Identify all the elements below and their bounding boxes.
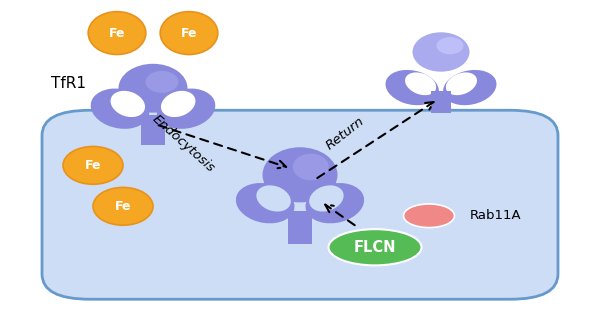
Ellipse shape — [437, 37, 464, 54]
FancyBboxPatch shape — [42, 110, 558, 299]
Ellipse shape — [309, 185, 344, 212]
Ellipse shape — [404, 204, 455, 227]
Text: Fe: Fe — [115, 200, 131, 213]
Bar — [431, 91, 451, 113]
Ellipse shape — [91, 89, 149, 129]
Text: FLCN: FLCN — [354, 240, 396, 255]
Ellipse shape — [119, 64, 187, 112]
Ellipse shape — [413, 32, 470, 72]
Ellipse shape — [146, 71, 179, 93]
Text: Fe: Fe — [181, 26, 197, 40]
Ellipse shape — [293, 154, 329, 180]
Text: Rab11A: Rab11A — [470, 209, 521, 222]
Ellipse shape — [93, 187, 153, 225]
Ellipse shape — [329, 229, 421, 265]
Ellipse shape — [88, 12, 146, 54]
Bar — [288, 211, 312, 244]
Ellipse shape — [443, 70, 497, 105]
Text: Endocytosis: Endocytosis — [149, 112, 217, 175]
Ellipse shape — [256, 185, 291, 212]
Ellipse shape — [236, 183, 295, 223]
Text: Fe: Fe — [109, 26, 125, 40]
Text: Fe: Fe — [85, 159, 101, 172]
Ellipse shape — [385, 70, 439, 105]
Bar — [141, 115, 165, 145]
Ellipse shape — [157, 89, 215, 129]
Ellipse shape — [161, 91, 196, 117]
Ellipse shape — [263, 147, 337, 202]
Text: TfR1: TfR1 — [51, 76, 86, 91]
Text: Return: Return — [323, 115, 367, 153]
Ellipse shape — [160, 12, 218, 54]
Ellipse shape — [305, 183, 364, 223]
Ellipse shape — [63, 146, 123, 184]
Ellipse shape — [446, 72, 477, 95]
Ellipse shape — [405, 72, 436, 95]
Ellipse shape — [110, 91, 145, 117]
